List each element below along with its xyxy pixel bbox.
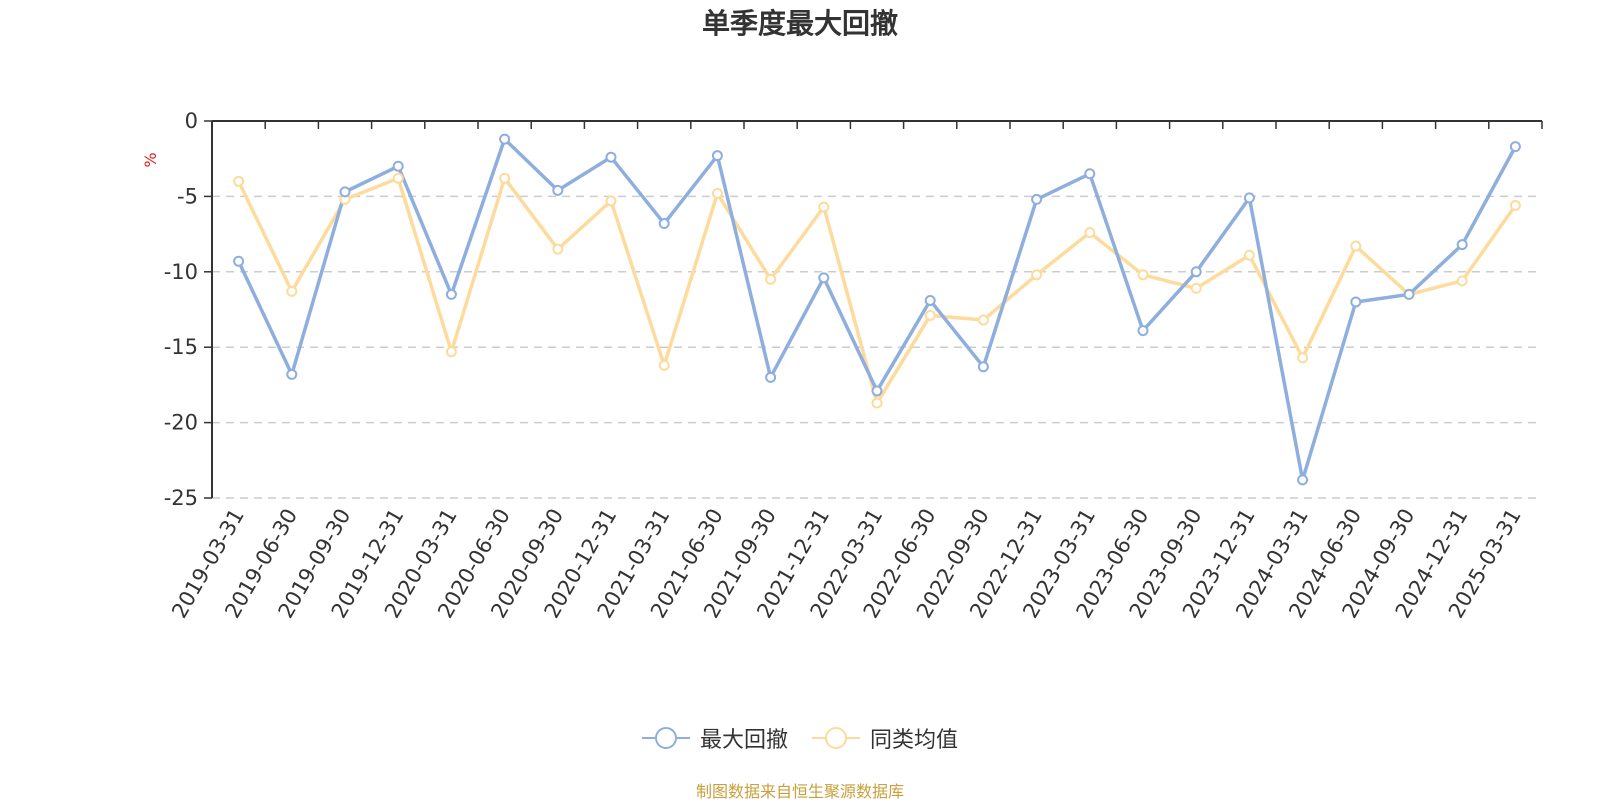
legend-item-peer-average[interactable]: 同类均值 [812, 722, 958, 754]
data-point-peer-average [1350, 240, 1362, 252]
data-point-peer-average [765, 273, 777, 285]
data-point-peer-average [552, 243, 564, 255]
data-point-peer-average [871, 397, 883, 409]
data-point-max-drawdown [499, 133, 511, 145]
data-point-max-drawdown [1243, 192, 1255, 204]
data-point-peer-average [499, 172, 511, 184]
data-point-peer-average [818, 201, 830, 213]
data-point-max-drawdown [658, 218, 670, 230]
data-point-max-drawdown [765, 371, 777, 383]
y-tick-label: -10 [164, 260, 198, 284]
data-point-peer-average [1190, 282, 1202, 294]
data-point-max-drawdown [1190, 266, 1202, 278]
legend: 最大回撤 同类均值 [0, 722, 1600, 754]
series-line-peer-average [237, 176, 1517, 405]
data-point-max-drawdown [1297, 474, 1309, 486]
data-point-peer-average [924, 310, 936, 322]
legend-label-peer-average: 同类均值 [870, 728, 959, 753]
data-point-peer-average [1031, 269, 1043, 281]
source-note: 制图数据来自恒生聚源数据库 [695, 782, 904, 801]
data-point-peer-average [233, 175, 245, 187]
y-tick-label: 0 [185, 109, 198, 133]
data-point-max-drawdown [445, 288, 457, 300]
data-point-max-drawdown [1509, 141, 1521, 153]
data-point-peer-average [1509, 199, 1521, 211]
data-point-max-drawdown [286, 368, 298, 380]
y-tick-label: -25 [164, 486, 198, 510]
data-point-peer-average [605, 195, 617, 207]
data-point-max-drawdown [711, 150, 723, 162]
series-layer [233, 133, 1521, 486]
data-point-max-drawdown [1456, 239, 1468, 251]
y-axis-unit-label: % [141, 152, 160, 167]
y-tick-label: -5 [177, 184, 198, 208]
data-point-peer-average [1297, 352, 1309, 364]
data-point-peer-average [1243, 249, 1255, 261]
data-point-max-drawdown [552, 184, 564, 196]
data-point-max-drawdown [339, 186, 351, 198]
legend-marker-max-drawdown [641, 727, 690, 749]
legend-label-max-drawdown: 最大回撤 [699, 728, 788, 753]
data-point-max-drawdown [1403, 288, 1415, 300]
data-point-max-drawdown [1137, 325, 1149, 337]
data-point-peer-average [1084, 227, 1096, 239]
chart-title: 单季度最大回撤 [701, 7, 898, 40]
data-point-max-drawdown [818, 272, 830, 284]
data-point-max-drawdown [1084, 168, 1096, 180]
data-point-max-drawdown [392, 160, 404, 172]
legend-marker-peer-average [812, 727, 860, 749]
data-point-max-drawdown [605, 151, 617, 163]
data-point-max-drawdown [1031, 193, 1043, 205]
data-point-peer-average [711, 187, 723, 199]
data-point-peer-average [658, 359, 670, 371]
data-point-max-drawdown [924, 294, 936, 306]
y-tick-label: -20 [164, 411, 198, 435]
data-point-max-drawdown [977, 361, 989, 373]
data-point-peer-average [286, 285, 298, 297]
y-tick-label: -15 [164, 335, 198, 359]
data-point-max-drawdown [871, 385, 883, 397]
data-point-peer-average [1456, 275, 1468, 287]
data-point-max-drawdown [233, 255, 245, 267]
data-point-peer-average [977, 314, 989, 326]
data-point-peer-average [1137, 269, 1149, 281]
data-point-peer-average [445, 346, 457, 358]
data-point-peer-average [392, 172, 404, 184]
legend-item-max-drawdown[interactable]: 最大回撤 [641, 722, 788, 754]
data-point-max-drawdown [1350, 296, 1362, 308]
